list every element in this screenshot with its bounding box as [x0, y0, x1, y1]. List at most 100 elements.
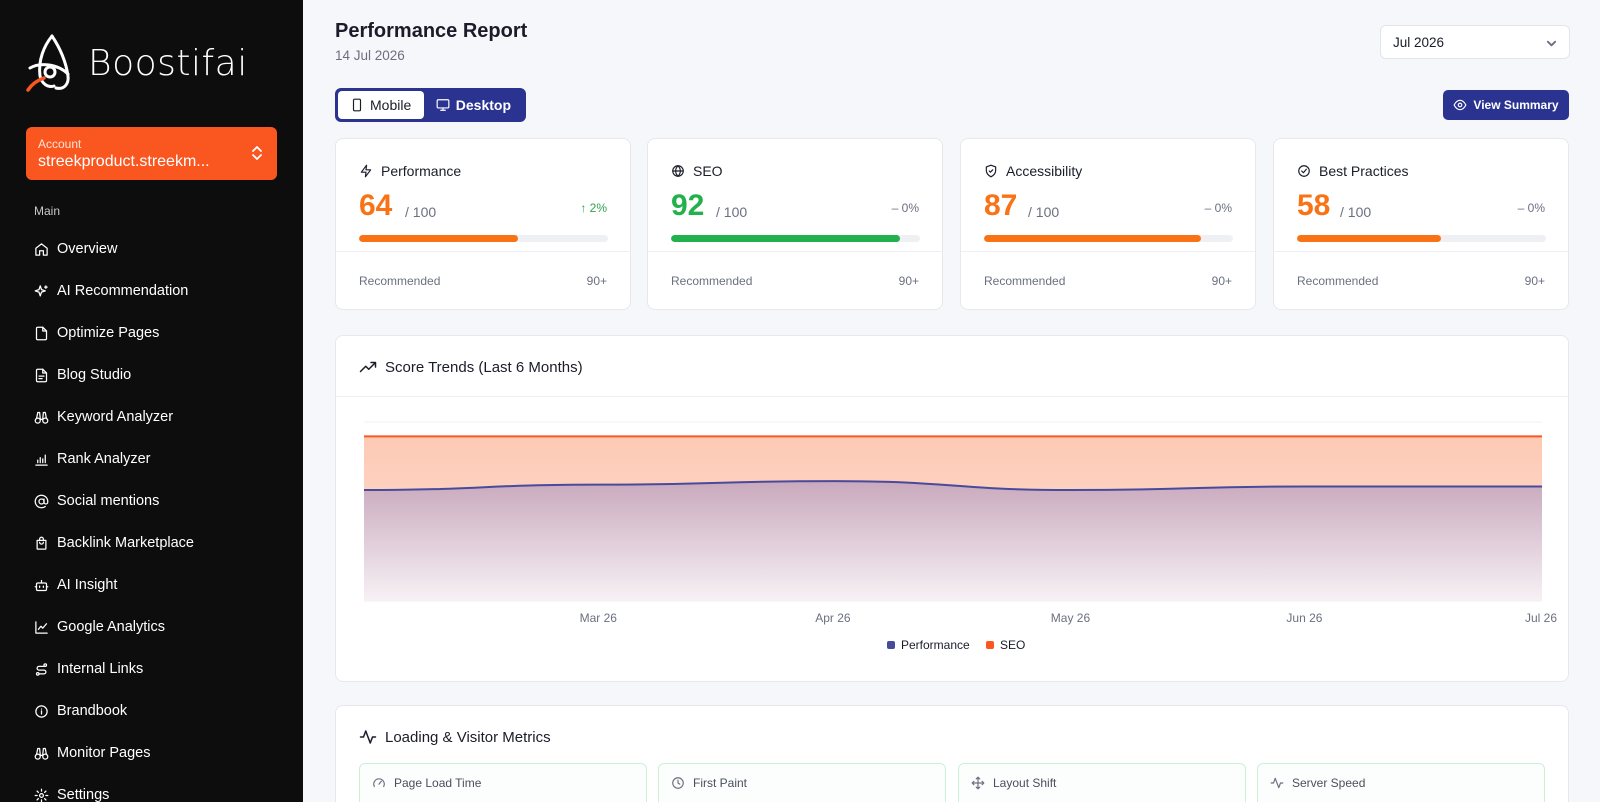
- activity-icon: [359, 730, 377, 744]
- card-delta: – 0%: [1517, 201, 1545, 215]
- sidebar-item-label: Rank Analyzer: [57, 451, 151, 467]
- sidebar-item-optimize-pages[interactable]: Optimize Pages: [34, 312, 194, 354]
- recommended-label: Recommended: [984, 274, 1066, 288]
- card-delta: – 0%: [1204, 201, 1232, 215]
- shield-check-icon: [985, 164, 997, 178]
- gauge-icon: [373, 778, 385, 788]
- sidebar-item-overview[interactable]: Overview: [34, 228, 194, 270]
- device-toggle: Mobile Desktop: [335, 88, 526, 122]
- legend-label-performance: Performance: [901, 638, 970, 652]
- legend-swatch-seo: [986, 641, 994, 649]
- sidebar-item-label: Internal Links: [57, 661, 144, 677]
- bar-chart-icon: [35, 454, 48, 466]
- chevron-up-down-icon: [252, 146, 262, 160]
- card-divider: [648, 251, 942, 252]
- metric-card-layout-shift: Layout Shift: [958, 763, 1246, 802]
- recommended-value: 90+: [1211, 274, 1232, 288]
- metric-label: First Paint: [693, 776, 748, 790]
- card-divider: [1274, 251, 1568, 252]
- account-selector[interactable]: Account streekproduct.streekm...: [26, 127, 277, 180]
- x-tick-label: Jul 26: [1525, 611, 1557, 625]
- card-delta: ↑ 2%: [580, 201, 607, 215]
- score-progress-bar: [1297, 235, 1546, 242]
- view-summary-label: View Summary: [1473, 98, 1559, 112]
- card-score-max: / 100: [405, 204, 437, 220]
- page-title: Performance Report: [335, 20, 528, 42]
- report-date: 14 Jul 2026: [335, 48, 405, 63]
- x-tick-label: Jun 26: [1286, 611, 1322, 625]
- sidebar-item-keyword-analyzer[interactable]: Keyword Analyzer: [34, 396, 194, 438]
- sidebar-item-blog-studio[interactable]: Blog Studio: [34, 354, 194, 396]
- sidebar-item-social-mentions[interactable]: Social mentions: [34, 480, 194, 522]
- card-score: 64: [359, 189, 393, 222]
- home-icon: [35, 242, 48, 256]
- recommended-value: 90+: [898, 274, 919, 288]
- panel-title: Score Trends (Last 6 Months): [385, 358, 583, 376]
- score-trends-panel: Score Trends (Last 6 Months) Mar 26 Apr 2…: [335, 335, 1569, 682]
- metric-label: Layout Shift: [993, 776, 1057, 790]
- recommended-value: 90+: [586, 274, 607, 288]
- panel-title: Loading & Visitor Metrics: [385, 728, 551, 746]
- monitor-icon: [436, 99, 450, 111]
- month-select-value: Jul 2026: [1393, 35, 1445, 50]
- sidebar-item-label: Social mentions: [57, 493, 160, 509]
- loading-visitor-metrics-panel: Loading & Visitor Metrics Page Load Time…: [335, 705, 1569, 802]
- card-title: Best Practices: [1319, 163, 1409, 179]
- card-score: 92: [671, 189, 705, 222]
- card-score: 58: [1297, 189, 1331, 222]
- mobile-toggle-button[interactable]: Mobile: [338, 91, 424, 119]
- x-tick-label: Mar 26: [580, 611, 618, 625]
- legend-label-seo: SEO: [1000, 638, 1025, 652]
- desktop-toggle-button[interactable]: Desktop: [424, 91, 523, 119]
- month-select[interactable]: Jul 2026: [1380, 25, 1570, 59]
- sidebar-item-rank-analyzer[interactable]: Rank Analyzer: [34, 438, 194, 480]
- x-tick-label: Apr 26: [815, 611, 851, 625]
- activity-icon: [1270, 777, 1284, 789]
- card-score-max: / 100: [1340, 204, 1372, 220]
- panel-divider: [336, 396, 1568, 397]
- x-tick-label: May 26: [1051, 611, 1091, 625]
- line-chart-icon: [35, 620, 48, 634]
- binoculars-icon: [34, 411, 49, 424]
- sidebar-item-label: Settings: [57, 787, 110, 802]
- file-text-icon: [35, 368, 48, 382]
- sidebar-item-ai-recommendation[interactable]: AI Recommendation: [34, 270, 194, 312]
- view-summary-button[interactable]: View Summary: [1443, 90, 1569, 120]
- trending-up-icon: [359, 361, 377, 373]
- card-title: SEO: [693, 163, 723, 179]
- shopping-bag-icon: [36, 536, 47, 550]
- sidebar-item-internal-links[interactable]: Internal Links: [34, 648, 194, 690]
- sidebar-item-settings[interactable]: Settings: [34, 774, 194, 802]
- sidebar-item-label: AI Recommendation: [57, 283, 189, 299]
- score-progress-bar: [671, 235, 920, 242]
- nav-section-label: Main: [34, 204, 61, 218]
- sidebar-item-brandbook[interactable]: Brandbook: [34, 690, 194, 732]
- performance-area: [364, 481, 1542, 601]
- at-sign-icon: [34, 494, 49, 508]
- boostifai-logo-icon: [26, 34, 70, 92]
- score-card-best-practices: Best Practices 58 / 100 – 0% Recommended…: [1273, 138, 1569, 310]
- card-delta: – 0%: [891, 201, 919, 215]
- globe-icon: [672, 165, 684, 177]
- card-title: Performance: [381, 163, 462, 179]
- sidebar-item-label: Google Analytics: [57, 619, 166, 635]
- chevron-down-icon: [1546, 40, 1557, 47]
- sidebar-item-label: Overview: [57, 241, 118, 257]
- sidebar-item-ai-insight[interactable]: AI Insight: [34, 564, 194, 606]
- performance-line: [363, 480, 1542, 492]
- recommended-label: Recommended: [359, 274, 441, 288]
- brand-logo[interactable]: Boostifai: [24, 32, 248, 94]
- sidebar-item-backlink-marketplace[interactable]: Backlink Marketplace: [34, 522, 194, 564]
- desktop-label: Desktop: [455, 97, 511, 113]
- sidebar-item-monitor-pages[interactable]: Monitor Pages: [34, 732, 194, 774]
- file-icon: [35, 326, 48, 340]
- card-score-max: / 100: [1028, 204, 1060, 220]
- sidebar-item-google-analytics[interactable]: Google Analytics: [34, 606, 194, 648]
- metric-label: Server Speed: [1292, 776, 1366, 790]
- card-score: 87: [984, 189, 1018, 222]
- sparkles-icon: [34, 284, 48, 296]
- score-progress-fill: [1297, 235, 1442, 242]
- mobile-label: Mobile: [370, 97, 412, 113]
- card-divider: [336, 251, 630, 252]
- account-value: streekproduct.streekm...: [38, 153, 210, 170]
